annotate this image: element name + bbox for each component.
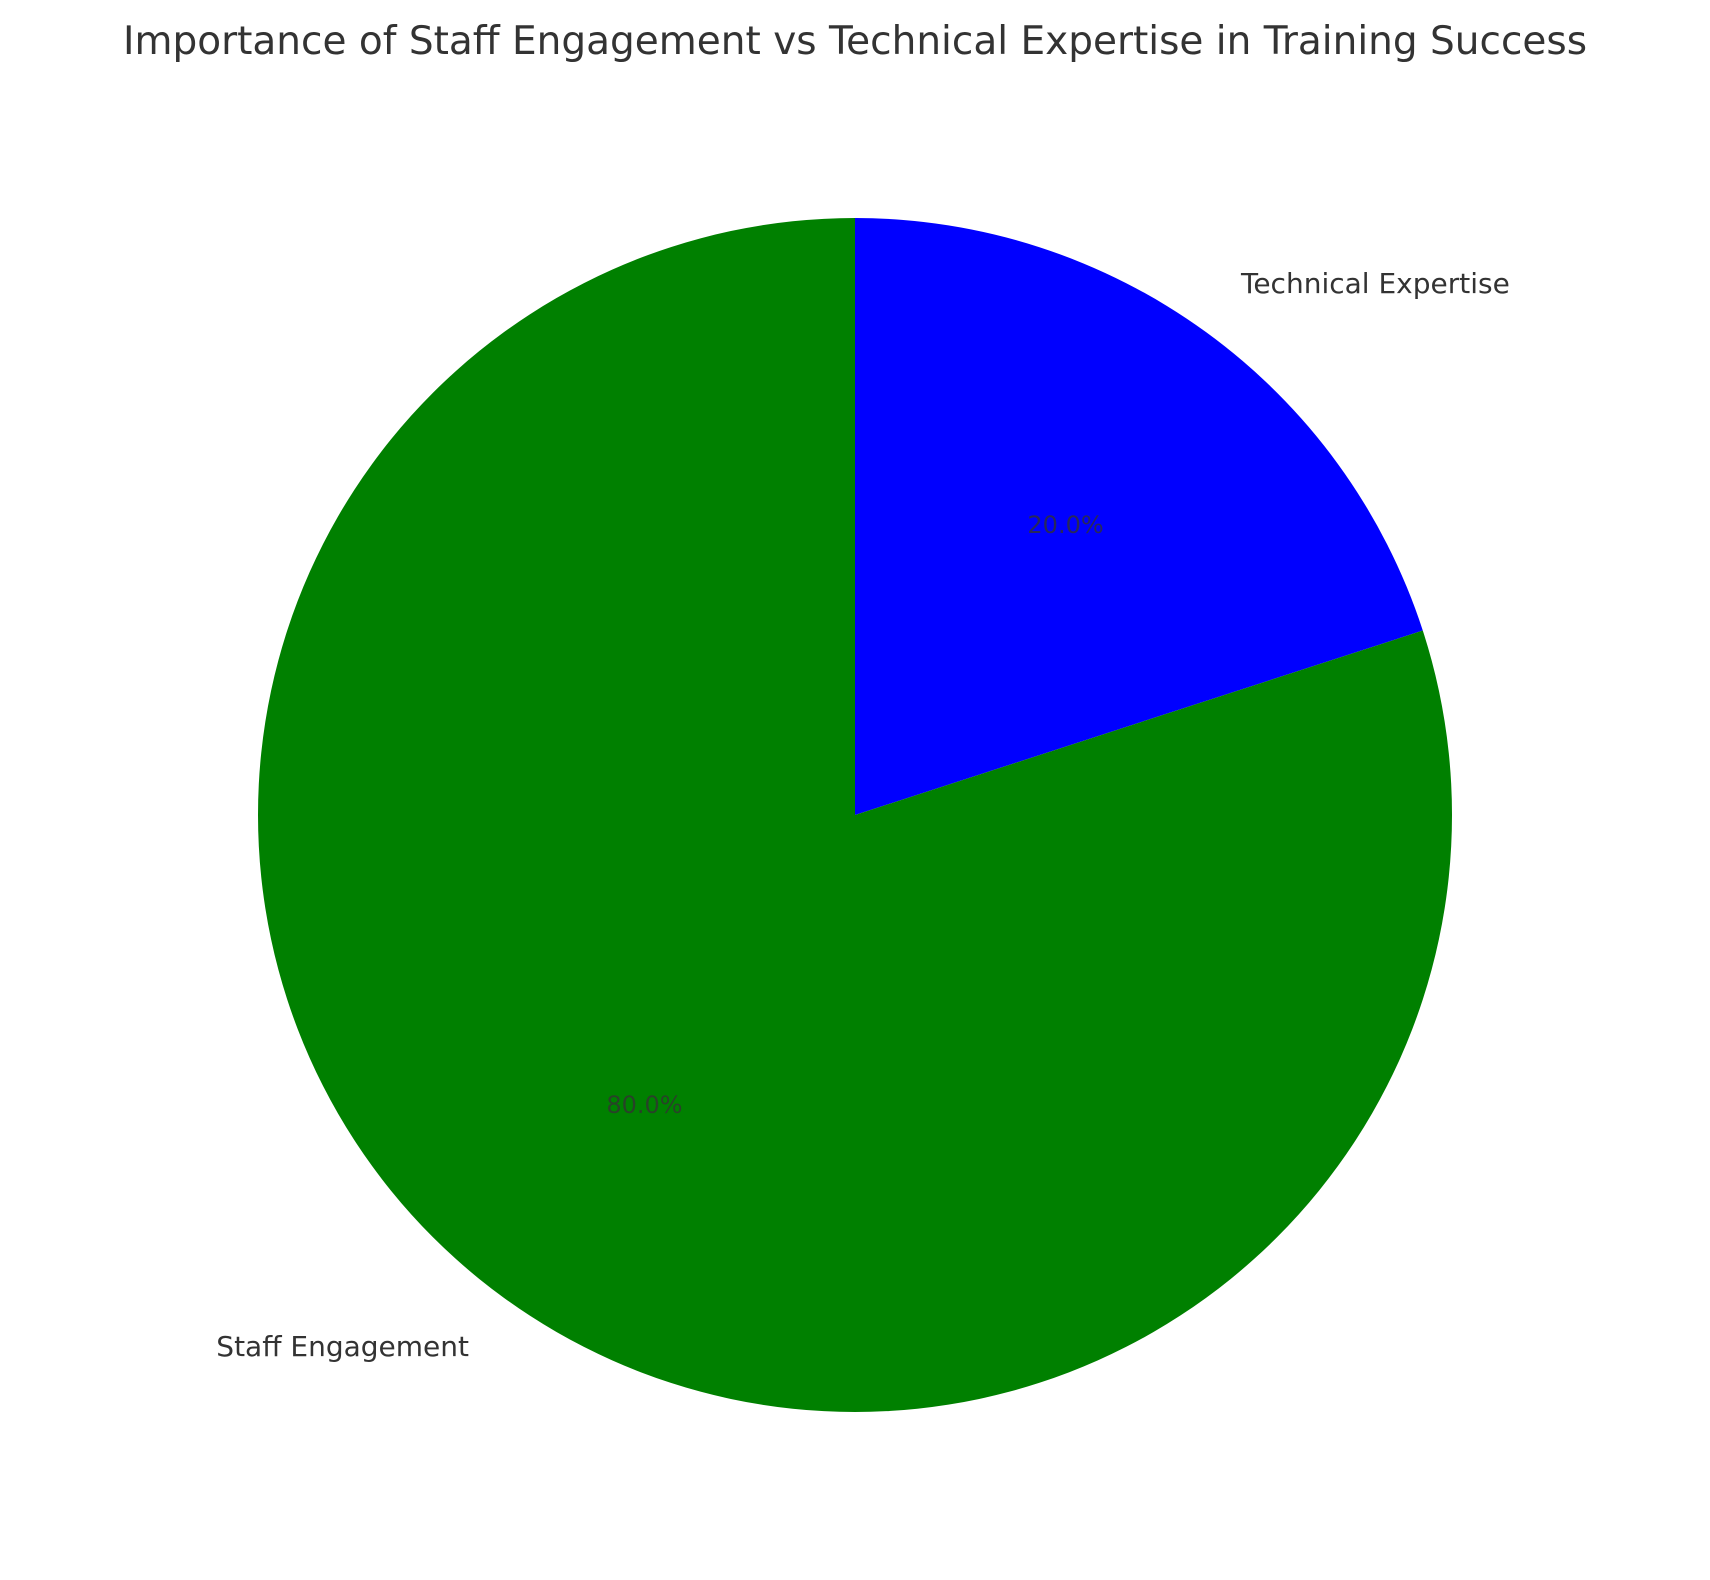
slice-label-technical-expertise: Technical Expertise (1240, 267, 1510, 300)
pie-slice-staff-engagement (258, 218, 1453, 1412)
pie-slices (258, 218, 1453, 1412)
percent-label-staff-engagement: 80.0% (606, 1091, 682, 1119)
pie-slice-technical-expertise (855, 218, 1423, 815)
percent-label-technical-expertise: 20.0% (1027, 511, 1103, 539)
slice-label-staff-engagement: Staff Engagement (216, 1330, 469, 1363)
pie-labels: Technical Expertise 20.0% Staff Engagement… (216, 267, 1510, 1363)
chart-title: Importance of Staff Engagement vs Techni… (123, 19, 1587, 64)
